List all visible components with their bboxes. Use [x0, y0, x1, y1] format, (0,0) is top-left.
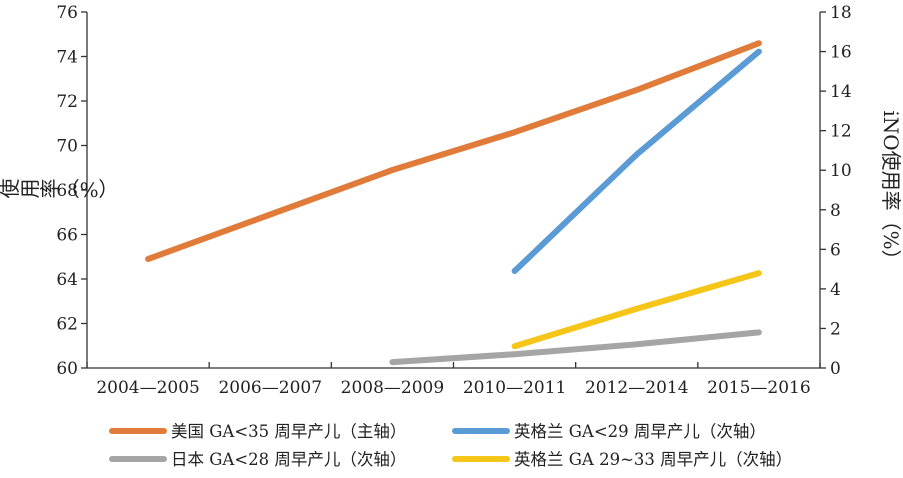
legend-label: 英格兰 GA 29~33 周早产儿（次轴） [514, 450, 792, 469]
series-line-3 [389, 329, 762, 366]
right-y-tick-label: 0 [830, 359, 841, 379]
left-y-tick-label: 62 [56, 315, 78, 335]
left-y-axis-title: iNO使用率（%） [0, 178, 119, 202]
x-tick-label: 2006—2007 [218, 378, 322, 398]
left-y-tick-label: 72 [56, 92, 78, 112]
right-y-tick-label: 12 [830, 122, 852, 142]
left-y-tick-label: 66 [56, 226, 78, 246]
chart-axes: 6062646668707274760246810121416182004—20… [0, 3, 903, 398]
series-line-2 [511, 48, 762, 275]
x-tick-label: 2004—2005 [96, 378, 200, 398]
series-line-1 [145, 40, 762, 262]
series-line-4 [511, 270, 762, 350]
legend-label: 日本 GA<28 周早产儿（次轴） [171, 450, 406, 469]
chart-series [145, 40, 762, 366]
legend-label: 英格兰 GA<29 周早产儿（次轴） [514, 422, 766, 441]
left-y-tick-label: 70 [56, 137, 78, 157]
left-y-tick-label: 64 [56, 270, 78, 290]
right-y-tick-label: 6 [830, 240, 841, 260]
left-y-tick-label: 60 [56, 359, 78, 379]
right-y-tick-label: 8 [830, 201, 841, 221]
legend-label: 美国 GA<35 周早产儿（主轴） [171, 422, 406, 441]
left-y-tick-label: 76 [56, 3, 78, 23]
right-y-tick-label: 14 [830, 82, 852, 102]
left-y-tick-label: 68 [56, 181, 78, 201]
right-y-tick-label: 18 [830, 3, 852, 23]
right-y-axis-title: iNO使用率（%） [879, 110, 903, 269]
x-tick-label: 2012—2014 [585, 378, 689, 398]
chart-legend: 美国 GA<35 周早产儿（主轴） 英格兰 GA<29 周早产儿（次轴） 日本 GA… [109, 422, 792, 469]
right-y-tick-label: 10 [830, 161, 852, 181]
right-y-tick-label: 16 [830, 43, 852, 63]
x-tick-label: 2008—2009 [341, 378, 445, 398]
x-tick-label: 2010—2011 [463, 378, 567, 398]
left-y-tick-label: 74 [56, 48, 78, 68]
right-y-tick-label: 4 [830, 280, 841, 300]
x-tick-label: 2015—2016 [707, 378, 811, 398]
right-y-tick-label: 2 [830, 319, 841, 339]
